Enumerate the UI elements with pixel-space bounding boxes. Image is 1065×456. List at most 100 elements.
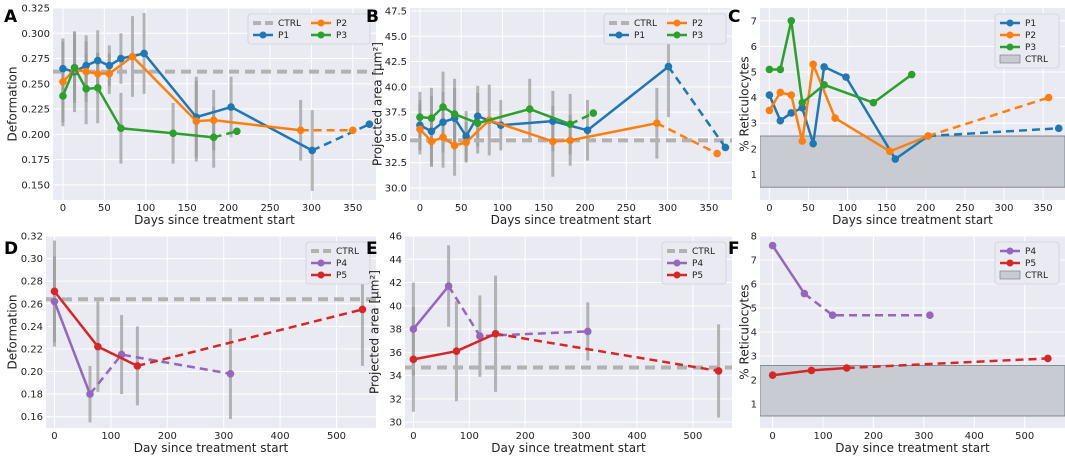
series-p1-point (765, 91, 774, 99)
ctrl-band (760, 365, 1065, 417)
series-p5-point (491, 329, 500, 338)
legend: CTRL P4 P5 (661, 241, 727, 285)
series-p4-point (226, 369, 235, 378)
y-axis-label: Deformation (6, 295, 20, 370)
x-tick-label: 150 (178, 203, 197, 214)
series-p3-point (416, 113, 424, 121)
x-tick-label: 300 (914, 431, 933, 442)
series-p5-point (807, 366, 816, 375)
x-tick-label: 300 (658, 203, 677, 214)
plot-area (760, 17, 1065, 188)
x-tick-label: 100 (101, 431, 120, 442)
x-tick-label: 250 (260, 203, 279, 214)
y-tick-label: 7 (751, 16, 757, 27)
series-p3-point (798, 98, 807, 107)
series-p4-point (583, 327, 592, 336)
legend-label: P1 (278, 31, 289, 41)
series-p2-point (713, 149, 721, 158)
y-tick-label: 0.28 (21, 277, 43, 288)
x-tick-label: 50 (98, 203, 111, 214)
x-tick-label: 50 (802, 203, 815, 214)
series-p4-line (771, 244, 806, 295)
legend-label: CTRL (278, 19, 301, 29)
series-p2-point (416, 125, 424, 134)
y-tick-label: 5 (751, 68, 757, 79)
series-p2-point (427, 137, 436, 146)
legend: CTRL P4 P5 (305, 241, 371, 285)
legend-marker (615, 31, 623, 39)
series-p1-point (462, 132, 470, 141)
series-p4-point (50, 297, 59, 306)
legend-marker (259, 31, 267, 39)
series-p5-point (94, 342, 102, 351)
y-tick-label: 47.5 (385, 7, 407, 18)
series-p2-point (82, 67, 90, 76)
x-tick-label: 400 (965, 431, 984, 442)
x-tick-label: 250 (955, 203, 974, 214)
x-tick-label: 200 (158, 431, 177, 442)
series-p2-point (105, 69, 114, 78)
plot-area (760, 241, 1065, 417)
series-p1-point (664, 62, 673, 71)
series-p5-point (714, 367, 723, 375)
series-p1-point (227, 103, 235, 111)
legend-marker (1006, 31, 1014, 39)
series-p1-dashed-line (928, 127, 1059, 138)
series-p4-point (409, 325, 418, 333)
x-tick-label: 0 (417, 203, 423, 214)
y-tick-label: 4 (751, 93, 757, 104)
plot-area (53, 13, 376, 191)
legend-frame (603, 13, 727, 45)
x-tick-label: 300 (302, 203, 321, 214)
series-p1-point (140, 49, 148, 58)
series-p2-point (462, 138, 470, 147)
legend-label: P2 (336, 19, 347, 29)
y-tick-label: 42 (389, 278, 402, 289)
y-tick-label: 0.32 (21, 232, 43, 243)
legend-label: P4 (1025, 247, 1036, 257)
series-p1-point (809, 139, 817, 148)
series-p5-point (50, 287, 59, 296)
x-tick-label: 0 (769, 431, 775, 442)
series-p3-point (117, 124, 125, 133)
y-axis-label: Deformation (6, 67, 20, 142)
series-p5-dashed-line (495, 332, 719, 373)
series-p2-point (776, 88, 785, 97)
y-tick-label: 40.0 (385, 82, 407, 93)
series-p2-point (653, 119, 661, 127)
series-p2-point (1044, 93, 1053, 102)
x-tick-label: 150 (877, 203, 896, 214)
series-p2-point (886, 147, 894, 156)
series-p3-point (776, 65, 785, 74)
series-p3-point (169, 129, 177, 138)
y-tick-label: 42.5 (385, 57, 407, 68)
series-p5-point (842, 364, 851, 372)
x-tick-label: 0 (766, 203, 772, 214)
x-tick-label: 200 (575, 203, 594, 214)
series-p4-line (412, 285, 450, 330)
x-tick-label: 500 (683, 431, 702, 442)
series-p2-point (809, 60, 817, 69)
series-p1-point (583, 126, 592, 135)
series-p3-point (82, 85, 90, 93)
legend-label: P1 (1025, 19, 1036, 29)
series-p3-point (787, 17, 796, 25)
series-p3-point (765, 65, 774, 74)
legend-label: P4 (336, 259, 347, 269)
x-axis-label: Day since treatment start (134, 441, 289, 455)
series-p1-point (1054, 124, 1063, 133)
series-p2-point (209, 116, 218, 124)
y-tick-label: 1 (751, 170, 757, 181)
legend-label: P3 (1025, 43, 1036, 53)
series-p3-point (525, 105, 534, 113)
legend: CTRL P2 P1 P3 (603, 13, 727, 45)
series-p5-point (452, 347, 461, 356)
legend-label: CTRL (634, 19, 657, 29)
legend-marker (1006, 259, 1014, 267)
legend-marker (317, 31, 325, 39)
x-axis-label: Day since treatment start (491, 441, 646, 455)
ctrl-band (760, 135, 1065, 188)
series-p4-point (444, 282, 453, 290)
series-p3-point (589, 109, 598, 117)
y-tick-label: 4 (751, 328, 757, 339)
